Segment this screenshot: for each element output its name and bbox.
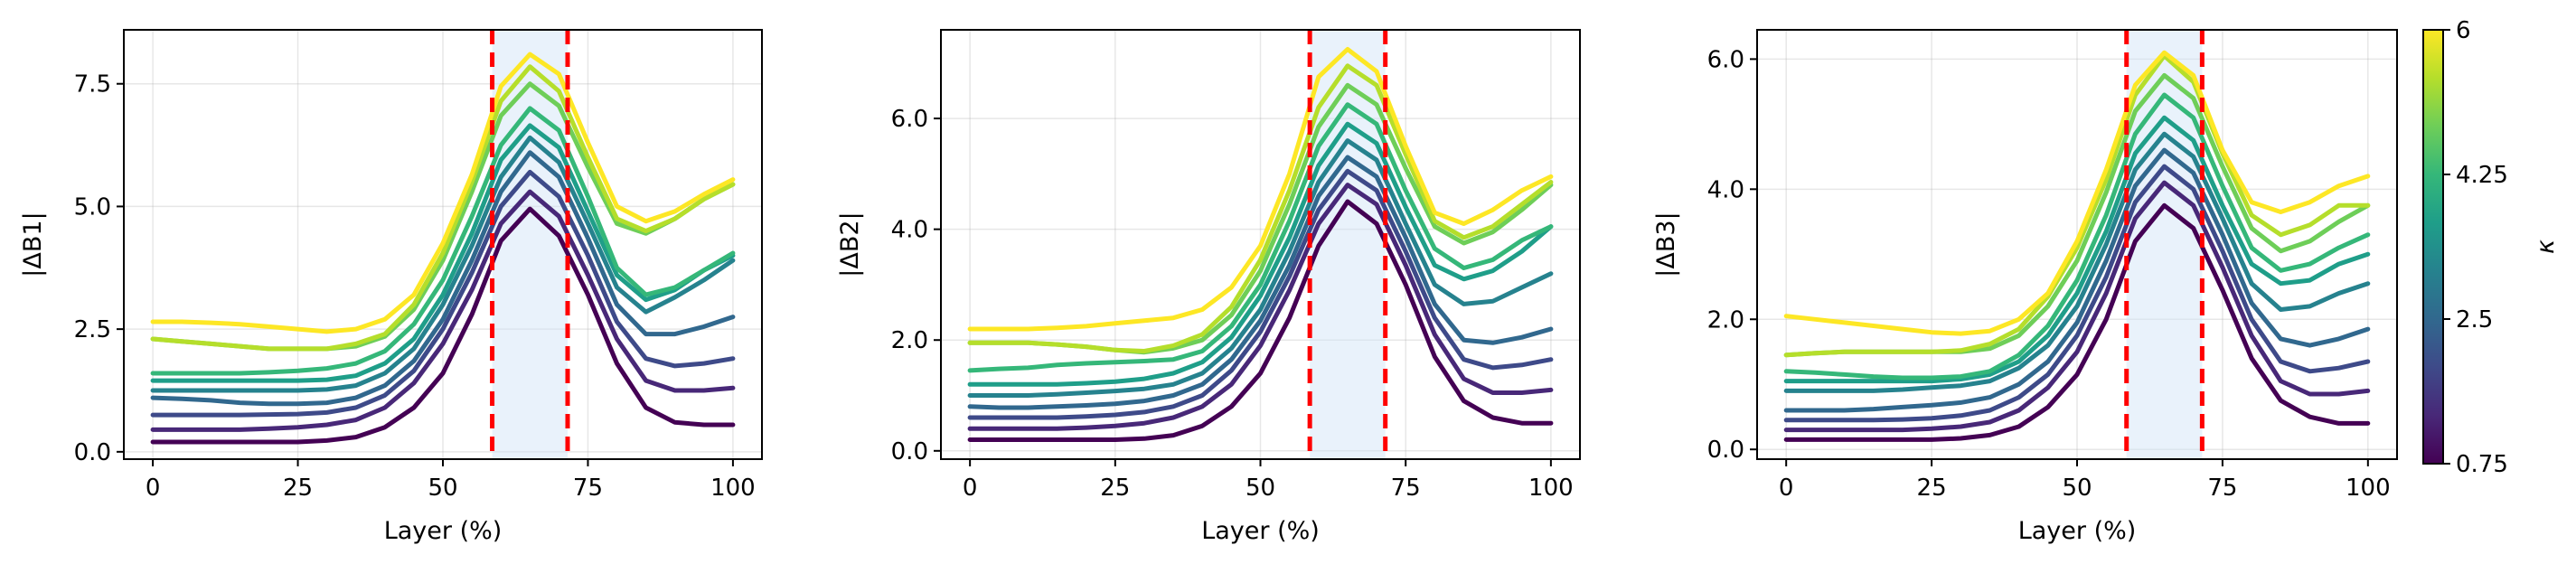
series-line-4 xyxy=(967,155,1554,410)
colorbar-label: κ xyxy=(2532,240,2560,254)
series-line-5 xyxy=(967,138,1554,398)
series-line-1 xyxy=(967,199,1554,442)
series-line-10 xyxy=(150,52,736,334)
y-tick-label: 6.0 xyxy=(891,106,928,133)
colorbar-tick-label: 0.75 xyxy=(2456,451,2508,478)
y-tick-label: 2.5 xyxy=(74,316,111,343)
y-tick-label: 7.5 xyxy=(74,71,111,99)
x-tick-label: 0 xyxy=(963,475,978,502)
series-line-3 xyxy=(967,168,1554,420)
series-line-9 xyxy=(967,63,1554,353)
series-line-7 xyxy=(1783,92,2371,381)
series-line-7 xyxy=(150,106,736,376)
series-line-6 xyxy=(967,121,1554,387)
series-line-10 xyxy=(1783,50,2371,336)
colorbar-tick-label: 2.5 xyxy=(2456,306,2493,334)
y-tick-label: 0.0 xyxy=(1707,437,1744,464)
series-line-2 xyxy=(967,183,1554,431)
y-tick-label: 0.0 xyxy=(74,439,111,466)
colorbar-tick-label: 4.25 xyxy=(2456,162,2508,189)
highlight-band xyxy=(2126,30,2203,459)
x-tick-label: 100 xyxy=(1528,475,1574,502)
colorbar-tick-label: 6 xyxy=(2456,17,2471,44)
chart-panels: 0 25 50 75 100 0.0 2.5 5.0 7.5 Layer (%) |ΔB1| 0 25 5… xyxy=(19,29,2398,545)
chart-panel-3: 0 25 50 75 100 0.0 2.0 4.0 6.0 Layer (%) |ΔB3| xyxy=(1652,29,2398,545)
series-line-5 xyxy=(1783,131,2371,393)
x-tick-label: 50 xyxy=(2062,475,2092,502)
x-tick-label: 75 xyxy=(573,475,603,502)
series-line-2 xyxy=(1783,180,2371,433)
x-axis-label: Layer (%) xyxy=(2018,517,2137,545)
y-tick-label: 6.0 xyxy=(1707,46,1744,73)
y-tick-label: 4.0 xyxy=(891,217,928,244)
x-tick-label: 0 xyxy=(146,475,161,502)
series-line-6 xyxy=(150,123,736,383)
series-line-4 xyxy=(150,150,736,407)
series-line-3 xyxy=(1783,164,2371,423)
series-line-9 xyxy=(1783,53,2371,358)
x-tick-label: 25 xyxy=(1100,475,1130,502)
series-line-4 xyxy=(1783,147,2371,413)
series-line-9 xyxy=(150,64,736,352)
series-line-1 xyxy=(1783,202,2371,442)
y-tick-label: 0.0 xyxy=(891,438,928,465)
series-line-2 xyxy=(150,189,736,432)
series-line-3 xyxy=(150,169,736,418)
x-axis-label: Layer (%) xyxy=(384,517,503,545)
x-axis-label: Layer (%) xyxy=(1201,517,1320,545)
y-axis-label: |ΔB3| xyxy=(1652,212,1680,277)
y-tick-label: 4.0 xyxy=(1707,176,1744,203)
x-tick-label: 50 xyxy=(428,475,457,502)
series-line-7 xyxy=(967,102,1554,373)
series-line-10 xyxy=(967,47,1554,332)
colorbar: 0.75 2.5 4.25 6 κ xyxy=(2422,17,2560,478)
y-axis-label: |ΔB1| xyxy=(19,212,47,277)
y-tick-label: 2.0 xyxy=(1707,306,1744,334)
x-tick-label: 0 xyxy=(1779,475,1794,502)
x-tick-label: 25 xyxy=(1917,475,1947,502)
series-line-6 xyxy=(1783,115,2371,384)
colorbar-gradient xyxy=(2422,29,2444,465)
x-tick-label: 25 xyxy=(283,475,313,502)
y-tick-label: 5.0 xyxy=(74,193,111,221)
highlight-band xyxy=(492,30,568,459)
x-tick-label: 100 xyxy=(2346,475,2391,502)
series-line-5 xyxy=(150,135,736,393)
series-line-1 xyxy=(150,206,736,445)
x-tick-label: 50 xyxy=(1246,475,1275,502)
chart-panel-2: 0 25 50 75 100 0.0 2.0 4.0 6.0 Layer (%) |ΔB2| xyxy=(836,29,1581,545)
chart-panel-1: 0 25 50 75 100 0.0 2.5 5.0 7.5 Layer (%) |ΔB1| xyxy=(19,29,763,545)
y-axis-label: |ΔB2| xyxy=(836,212,864,277)
x-tick-label: 75 xyxy=(1391,475,1421,502)
y-tick-label: 2.0 xyxy=(891,327,928,354)
x-tick-label: 75 xyxy=(2207,475,2237,502)
x-tick-label: 100 xyxy=(710,475,756,502)
